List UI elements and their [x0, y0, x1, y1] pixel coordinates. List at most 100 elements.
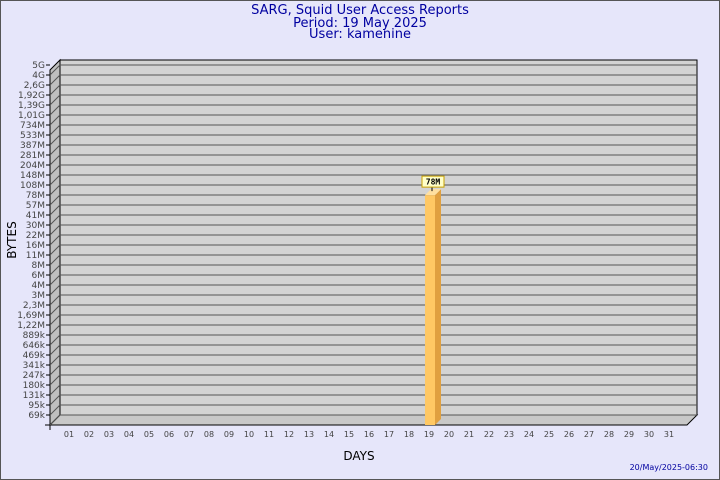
y-tick-label: 2,3M: [23, 301, 45, 311]
x-tick-label: 12: [284, 430, 294, 439]
y-tick-label: 3M: [32, 291, 46, 301]
y-tick-label: 734M: [20, 121, 45, 131]
y-tick-label: 108M: [20, 181, 45, 191]
gridline-side: [49, 334, 61, 346]
bar-front: [425, 195, 435, 425]
x-tick-label: 28: [604, 430, 614, 439]
y-tick-label: 78M: [26, 191, 45, 201]
y-tick-label: 1,69M: [17, 311, 45, 321]
timestamp: 20/May/2025-06:30: [630, 463, 708, 472]
y-tick-label: 180k: [23, 381, 46, 391]
y-tick-label: 95k: [28, 401, 45, 411]
y-tick-label: 22M: [26, 231, 45, 241]
gridline-side: [49, 384, 61, 396]
gridline-side: [49, 164, 61, 176]
gridline-side: [49, 344, 61, 356]
y-tick-label: 6M: [32, 271, 46, 281]
x-tick-label: 30: [644, 430, 654, 439]
gridline-side: [49, 404, 61, 416]
x-tick-label: 25: [544, 430, 554, 439]
x-tick-label: 09: [224, 430, 234, 439]
gridline-side: [49, 74, 61, 86]
y-tick-label: 69k: [28, 411, 45, 421]
x-tick-label: 20: [444, 430, 454, 439]
x-tick-label: 11: [264, 430, 274, 439]
gridline-side: [49, 354, 61, 366]
x-tick-label: 23: [504, 430, 514, 439]
x-tick-label: 05: [144, 430, 154, 439]
y-tick-label: 16M: [26, 241, 45, 251]
data-label: 78M: [426, 178, 441, 187]
y-tick-label: 5G: [32, 61, 45, 71]
y-tick-label: 4G: [32, 71, 45, 81]
y-tick-label: 204M: [20, 161, 45, 171]
y-tick-label: 2,6G: [24, 81, 45, 91]
y-tick-label: 889k: [23, 331, 46, 341]
y-tick-label: 148M: [20, 171, 45, 181]
gridline-side: [49, 134, 61, 146]
y-tick-label: 247k: [23, 371, 46, 381]
y-tick-label: 469k: [23, 351, 46, 361]
x-tick-label: 03: [104, 430, 114, 439]
gridline-side: [49, 194, 61, 206]
plot-floor: [48, 414, 699, 426]
gridline-side: [49, 294, 61, 306]
y-axis-label: BYTES: [5, 221, 19, 258]
gridline-side: [49, 284, 61, 296]
gridline-side: [49, 314, 61, 326]
x-tick-label: 07: [184, 430, 194, 439]
chart-user: User: kamenine: [309, 27, 411, 42]
y-tick-label: 131k: [23, 391, 46, 401]
gridline-side: [49, 234, 61, 246]
gridline-side: [49, 264, 61, 276]
gridline-side: [49, 254, 61, 266]
gridline-side: [49, 184, 61, 196]
x-tick-label: 31: [664, 430, 674, 439]
x-tick-label: 21: [464, 430, 474, 439]
gridline-side: [49, 204, 61, 216]
x-tick-label: 24: [524, 430, 534, 439]
y-tick-label: 41M: [26, 211, 45, 221]
gridline-side: [49, 364, 61, 376]
gridline-side: [49, 374, 61, 386]
y-tick-label: 1,01G: [18, 111, 45, 121]
y-tick-label: 646k: [23, 341, 46, 351]
y-tick-label: 30M: [26, 221, 45, 231]
y-tick-label: 387M: [20, 141, 45, 151]
gridline-side: [49, 224, 61, 236]
plot-back-wall: [59, 59, 698, 416]
x-tick-label: 14: [324, 430, 334, 439]
y-tick-label: 8M: [32, 261, 46, 271]
chart-period: Period: 19 May 2025: [293, 16, 427, 31]
y-tick-label: 1,22M: [17, 321, 45, 331]
gridline-side: [49, 244, 61, 256]
gridline-side: [49, 144, 61, 156]
gridline-side: [49, 214, 61, 226]
x-tick-label: 08: [204, 430, 214, 439]
data-label-box: [421, 175, 445, 188]
y-tick-label: 1,92G: [18, 91, 45, 101]
gridline-side: [49, 174, 61, 186]
y-tick-label: 341k: [23, 361, 46, 371]
gridline-side: [49, 94, 61, 106]
x-tick-label: 27: [584, 430, 594, 439]
x-tick-label: 13: [304, 430, 314, 439]
y-tick-label: 533M: [20, 131, 45, 141]
x-tick-label: 29: [624, 430, 634, 439]
y-tick-label: 4M: [32, 281, 46, 291]
x-tick-label: 22: [484, 430, 494, 439]
y-tick-label: 1,39G: [18, 101, 45, 111]
gridline-side: [49, 414, 61, 426]
y-tick-label: 11M: [26, 251, 45, 261]
y-tick-label: 57M: [26, 201, 45, 211]
x-tick-label: 10: [244, 430, 254, 439]
gridline-side: [49, 64, 61, 76]
x-tick-label: 18: [404, 430, 414, 439]
chart-title: SARG, Squid User Access Reports: [251, 3, 469, 18]
x-tick-label: 26: [564, 430, 574, 439]
gridline-side: [49, 274, 61, 286]
x-axis-label: DAYS: [343, 449, 374, 463]
gridline-side: [49, 304, 61, 316]
gridline-side: [49, 84, 61, 96]
